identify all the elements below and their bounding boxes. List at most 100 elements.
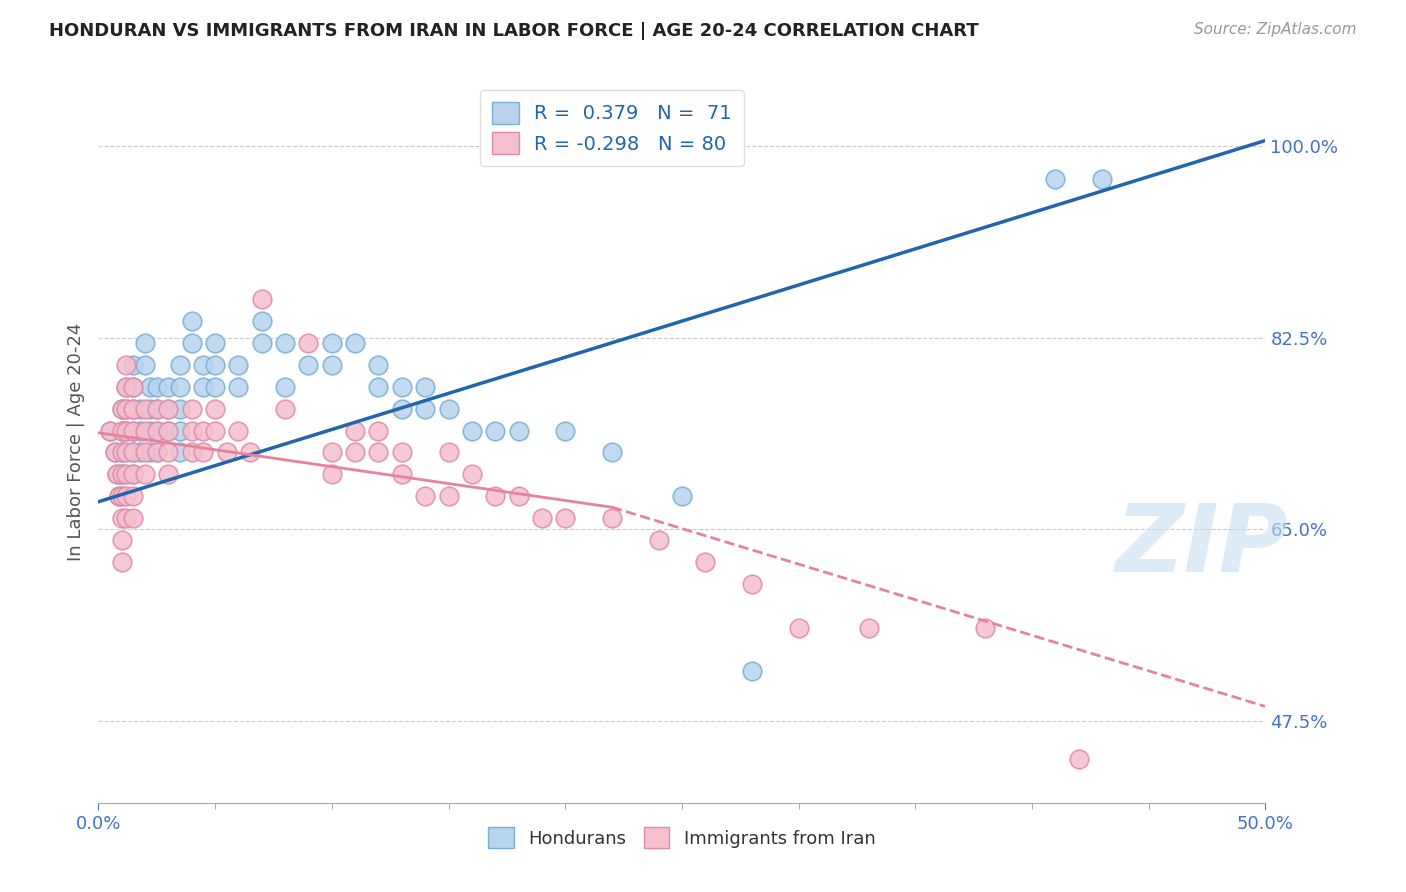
Point	[115, 424, 138, 438]
Point	[122, 445, 145, 459]
Text: HONDURAN VS IMMIGRANTS FROM IRAN IN LABOR FORCE | AGE 20-24 CORRELATION CHART: HONDURAN VS IMMIGRANTS FROM IRAN IN LABO…	[49, 22, 979, 40]
Point	[204, 424, 226, 438]
Point	[111, 467, 134, 482]
Point	[111, 424, 134, 438]
Point	[104, 445, 127, 459]
Point	[787, 621, 810, 635]
Point	[228, 380, 250, 394]
Point	[297, 336, 319, 351]
Point	[437, 489, 460, 503]
Point	[139, 380, 162, 394]
Point	[180, 336, 202, 351]
Point	[391, 401, 413, 416]
Point	[146, 401, 169, 416]
Point	[344, 445, 367, 459]
Point	[157, 445, 180, 459]
Point	[274, 380, 297, 394]
Legend: Hondurans, Immigrants from Iran: Hondurans, Immigrants from Iran	[478, 816, 886, 859]
Point	[122, 401, 145, 416]
Point	[484, 424, 506, 438]
Y-axis label: In Labor Force | Age 20-24: In Labor Force | Age 20-24	[66, 322, 84, 561]
Point	[134, 445, 156, 459]
Point	[115, 358, 138, 372]
Point	[105, 467, 128, 482]
Point	[1045, 171, 1067, 186]
Point	[461, 424, 484, 438]
Point	[139, 401, 162, 416]
Point	[391, 467, 413, 482]
Point	[204, 380, 226, 394]
Point	[180, 401, 202, 416]
Point	[193, 445, 215, 459]
Point	[367, 424, 389, 438]
Point	[108, 489, 131, 503]
Point	[180, 424, 202, 438]
Point	[367, 445, 389, 459]
Point	[115, 401, 138, 416]
Point	[122, 489, 145, 503]
Point	[108, 489, 131, 503]
Point	[111, 401, 134, 416]
Point	[321, 467, 343, 482]
Point	[122, 358, 145, 372]
Point	[157, 467, 180, 482]
Point	[157, 380, 180, 394]
Point	[508, 489, 530, 503]
Point	[671, 489, 693, 503]
Point	[115, 445, 138, 459]
Point	[858, 621, 880, 635]
Point	[146, 401, 169, 416]
Text: ZIP: ZIP	[1116, 500, 1289, 591]
Point	[134, 358, 156, 372]
Point	[111, 445, 134, 459]
Point	[115, 467, 138, 482]
Point	[204, 401, 226, 416]
Point	[437, 401, 460, 416]
Point	[111, 445, 134, 459]
Point	[508, 424, 530, 438]
Point	[122, 380, 145, 394]
Point	[122, 424, 145, 438]
Point	[1067, 752, 1090, 766]
Point	[115, 380, 138, 394]
Point	[180, 314, 202, 328]
Point	[122, 511, 145, 525]
Point	[111, 511, 134, 525]
Point	[115, 424, 138, 438]
Point	[129, 424, 152, 438]
Point	[1091, 171, 1114, 186]
Point	[274, 401, 297, 416]
Point	[122, 380, 145, 394]
Point	[437, 445, 460, 459]
Point	[204, 336, 226, 351]
Point	[741, 577, 763, 591]
Point	[169, 424, 191, 438]
Point	[741, 665, 763, 679]
Point	[321, 336, 343, 351]
Point	[111, 489, 134, 503]
Point	[250, 314, 273, 328]
Point	[647, 533, 669, 547]
Point	[122, 401, 145, 416]
Point	[600, 511, 623, 525]
Point	[193, 380, 215, 394]
Point	[146, 445, 169, 459]
Point	[146, 424, 169, 438]
Point	[122, 467, 145, 482]
Point	[169, 358, 191, 372]
Point	[367, 358, 389, 372]
Point	[134, 336, 156, 351]
Point	[600, 445, 623, 459]
Point	[169, 401, 191, 416]
Point	[146, 445, 169, 459]
Point	[134, 467, 156, 482]
Point	[461, 467, 484, 482]
Point	[215, 445, 238, 459]
Point	[169, 380, 191, 394]
Point	[554, 424, 576, 438]
Point	[122, 445, 145, 459]
Point	[146, 424, 169, 438]
Point	[250, 336, 273, 351]
Point	[391, 445, 413, 459]
Point	[413, 380, 436, 394]
